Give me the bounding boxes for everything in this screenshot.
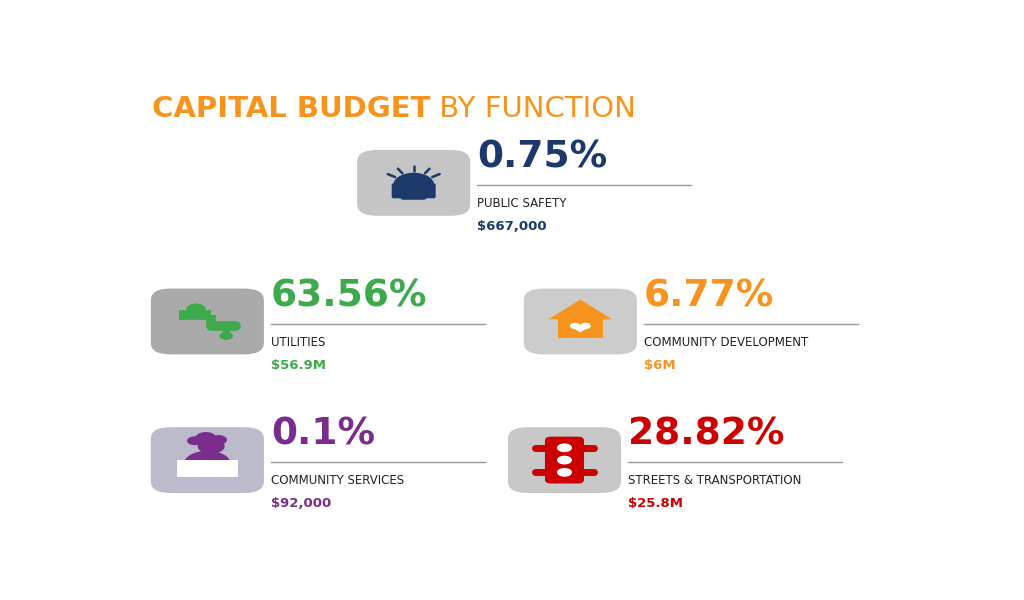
- Circle shape: [570, 323, 581, 329]
- Wedge shape: [393, 173, 434, 185]
- Text: $25.8M: $25.8M: [628, 497, 683, 511]
- Text: UTILITIES: UTILITIES: [270, 336, 326, 349]
- Polygon shape: [221, 326, 230, 334]
- Text: BY FUNCTION: BY FUNCTION: [430, 95, 636, 123]
- Text: $6M: $6M: [644, 359, 676, 372]
- Ellipse shape: [184, 451, 230, 476]
- Circle shape: [557, 443, 572, 452]
- Text: PUBLIC SAFETY: PUBLIC SAFETY: [477, 197, 566, 210]
- Text: 6.77%: 6.77%: [644, 278, 774, 314]
- FancyBboxPatch shape: [524, 289, 637, 355]
- Text: COMMUNITY DEVELOPMENT: COMMUNITY DEVELOPMENT: [644, 336, 808, 349]
- FancyBboxPatch shape: [151, 289, 264, 355]
- FancyBboxPatch shape: [508, 427, 621, 493]
- Polygon shape: [570, 326, 590, 332]
- FancyBboxPatch shape: [392, 183, 435, 199]
- FancyBboxPatch shape: [151, 427, 264, 493]
- Circle shape: [187, 436, 202, 445]
- Circle shape: [557, 468, 572, 477]
- Text: 28.82%: 28.82%: [628, 416, 784, 452]
- Circle shape: [557, 455, 572, 464]
- Text: 63.56%: 63.56%: [270, 278, 427, 314]
- Circle shape: [210, 435, 227, 445]
- Text: COMMUNITY SERVICES: COMMUNITY SERVICES: [270, 475, 404, 487]
- Text: STREETS & TRANSPORTATION: STREETS & TRANSPORTATION: [628, 475, 802, 487]
- Text: $56.9M: $56.9M: [270, 359, 326, 372]
- Polygon shape: [549, 299, 612, 319]
- Text: 0.1%: 0.1%: [270, 416, 375, 452]
- Circle shape: [198, 438, 224, 454]
- Text: CAPITAL BUDGET: CAPITAL BUDGET: [152, 95, 430, 123]
- Circle shape: [219, 332, 233, 340]
- Circle shape: [186, 304, 206, 315]
- Text: 0.75%: 0.75%: [477, 139, 607, 175]
- FancyBboxPatch shape: [558, 319, 603, 338]
- Text: $92,000: $92,000: [270, 497, 331, 511]
- Text: $667,000: $667,000: [477, 220, 547, 233]
- Circle shape: [196, 432, 216, 444]
- FancyBboxPatch shape: [357, 150, 470, 216]
- FancyBboxPatch shape: [545, 437, 584, 484]
- Circle shape: [580, 323, 591, 329]
- FancyBboxPatch shape: [177, 460, 238, 477]
